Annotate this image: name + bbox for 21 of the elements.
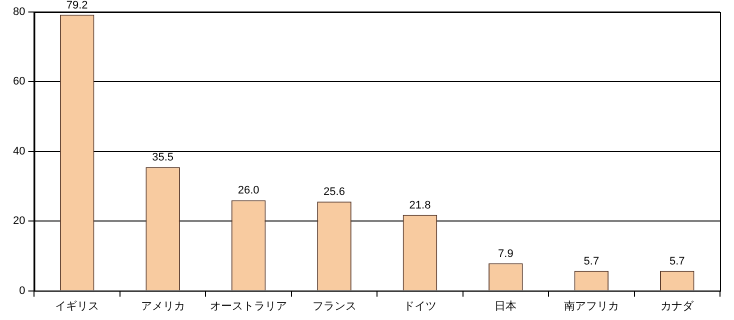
y-tick-label: 80: [12, 6, 26, 18]
y-tick-label: 60: [12, 76, 26, 88]
x-tick-label: 日本: [494, 299, 517, 312]
data-label: 79.2: [66, 0, 88, 12]
x-tick-label: 南アフリカ: [564, 299, 619, 312]
x-tick-label: オーストラリア: [210, 300, 288, 312]
data-label: 5.7: [669, 255, 685, 268]
data-label: 35.5: [152, 152, 174, 164]
y-tick-label: 20: [12, 215, 26, 228]
x-tick-label: カナダ: [660, 300, 695, 312]
data-label: 7.9: [498, 248, 514, 260]
y-tick-label: 0: [19, 284, 26, 297]
data-label: 25.6: [324, 186, 345, 198]
data-label: 21.8: [409, 199, 431, 212]
x-tick-label: フランス: [312, 300, 356, 312]
x-tick-label: ドイツ: [403, 300, 436, 312]
x-tick-label: イギリス: [55, 300, 100, 312]
data-label: 5.7: [584, 255, 600, 268]
x-tick-label: アメリカ: [140, 300, 185, 312]
y-tick-label: 40: [12, 145, 26, 158]
data-label: 26.0: [238, 184, 260, 197]
